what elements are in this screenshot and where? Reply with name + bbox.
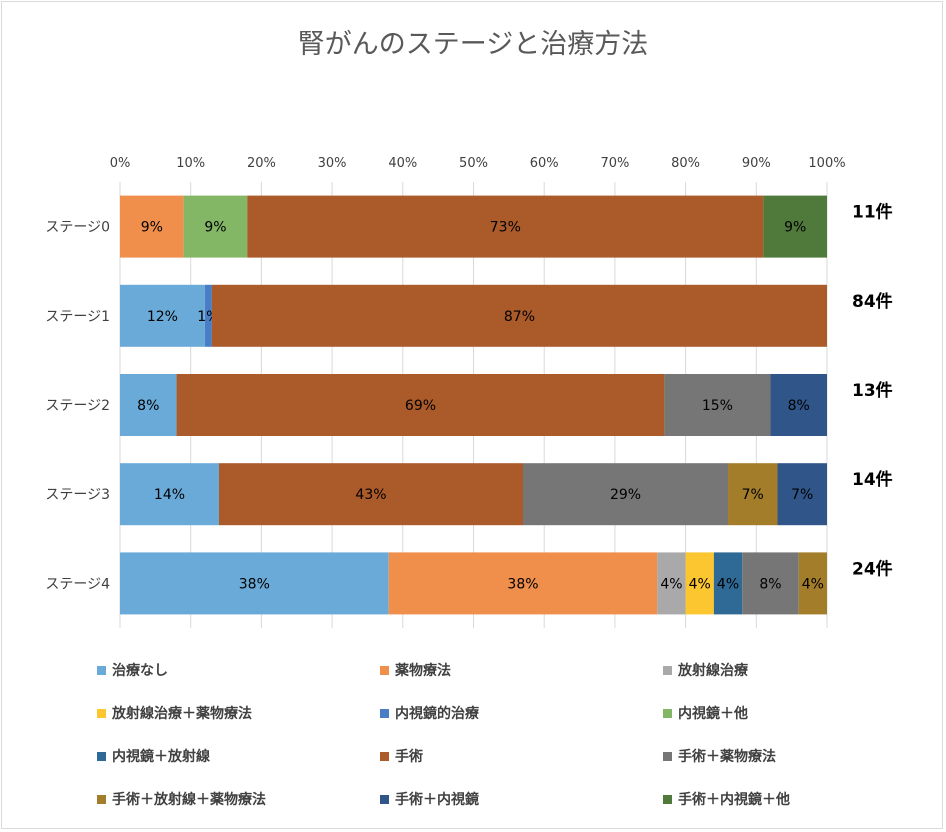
legend-swatch (380, 709, 389, 718)
legend-swatch (380, 666, 389, 675)
bar-segment (218, 463, 523, 526)
bar-segment (798, 552, 827, 615)
legend-swatch (97, 666, 106, 675)
data-label: 4% (717, 576, 739, 592)
bar-segment (388, 552, 658, 615)
data-label: 4% (689, 576, 711, 592)
data-label: 12% (147, 309, 178, 325)
x-tick-label: 60% (530, 156, 559, 171)
bar-segment (247, 195, 764, 258)
data-label: 69% (405, 398, 436, 414)
data-label: 4% (660, 576, 682, 592)
x-tick-label: 0% (110, 156, 131, 171)
bar-segment (763, 195, 827, 258)
data-label: 7% (791, 487, 813, 503)
data-label: 73% (490, 220, 521, 236)
bar-segment (770, 374, 827, 436)
bar-segment (120, 374, 177, 436)
data-label: 8% (759, 576, 781, 592)
legend-label: 手術＋放射線＋薬物療法 (112, 791, 266, 808)
count-label: 84件 (852, 291, 893, 312)
legend-swatch (380, 752, 389, 761)
legend-label: 内視鏡＋他 (678, 705, 748, 722)
legend-label: 内視鏡＋放射線 (112, 748, 210, 765)
legend-swatch (97, 709, 106, 718)
data-label: 29% (610, 487, 641, 503)
category-label: ステージ4 (45, 576, 110, 592)
data-label: 38% (239, 576, 270, 592)
data-label: 8% (137, 398, 159, 414)
bar-segment (176, 374, 665, 436)
data-label: 38% (507, 576, 538, 592)
bar-segment (728, 463, 778, 526)
legend-swatch (97, 752, 106, 761)
bar-segment (120, 552, 389, 615)
x-tick-label: 80% (671, 156, 700, 171)
data-label: 43% (355, 487, 386, 503)
legend-swatch (663, 709, 672, 718)
legend-label: 手術 (395, 748, 423, 765)
category-label: ステージ3 (45, 487, 110, 503)
x-tick-label: 70% (600, 156, 629, 171)
bar-segment (742, 552, 799, 615)
bar-segment (204, 284, 212, 347)
count-label: 11件 (852, 202, 893, 223)
x-tick-label: 100% (808, 156, 845, 171)
category-label: ステージ0 (45, 220, 110, 236)
data-label: 9% (784, 220, 806, 236)
data-label: 87% (504, 309, 535, 325)
x-tick-label: 20% (247, 156, 276, 171)
x-tick-label: 50% (459, 156, 488, 171)
bar-segment (713, 552, 743, 615)
bar-segment (657, 552, 686, 615)
x-tick-label: 10% (176, 156, 205, 171)
legend-swatch (380, 795, 389, 804)
bar-segment (685, 552, 714, 615)
bar-segment (522, 463, 729, 526)
category-label: ステージ2 (45, 398, 110, 414)
count-label: 24件 (852, 558, 893, 579)
bar-segment (120, 463, 219, 526)
bar-segment (211, 284, 827, 347)
legend-label: 放射線治療＋薬物療法 (111, 705, 252, 722)
bar-segment (183, 195, 248, 258)
bar-segment (120, 195, 184, 258)
legend-label: 手術＋内視鏡 (395, 791, 479, 808)
legend-label: 手術＋内視鏡＋他 (678, 791, 790, 808)
data-label: 8% (788, 398, 810, 414)
x-tick-label: 40% (388, 156, 417, 171)
bar-segment (664, 374, 771, 436)
count-label: 13件 (852, 380, 893, 401)
data-label: 7% (742, 487, 764, 503)
x-tick-label: 90% (742, 156, 771, 171)
data-label: 14% (154, 487, 185, 503)
legend-swatch (663, 795, 672, 804)
bar-segment (120, 284, 205, 347)
category-label: ステージ1 (45, 309, 110, 325)
legend-swatch (663, 752, 672, 761)
legend-swatch (97, 795, 106, 804)
legend-label: 治療なし (112, 662, 168, 679)
data-label: 4% (802, 576, 824, 592)
data-label: 9% (204, 220, 226, 236)
data-label: 15% (702, 398, 733, 414)
legend-label: 内視鏡的治療 (395, 705, 480, 722)
chart-title: 腎がんのステージと治療方法 (297, 29, 649, 60)
legend-label: 薬物療法 (395, 662, 451, 679)
legend-label: 放射線治療 (677, 662, 749, 679)
x-tick-label: 30% (318, 156, 347, 171)
legend-swatch (663, 666, 672, 675)
bar-segment (777, 463, 827, 526)
legend-label: 手術＋薬物療法 (678, 748, 776, 765)
data-label: 9% (141, 220, 163, 236)
count-label: 14件 (852, 469, 893, 490)
